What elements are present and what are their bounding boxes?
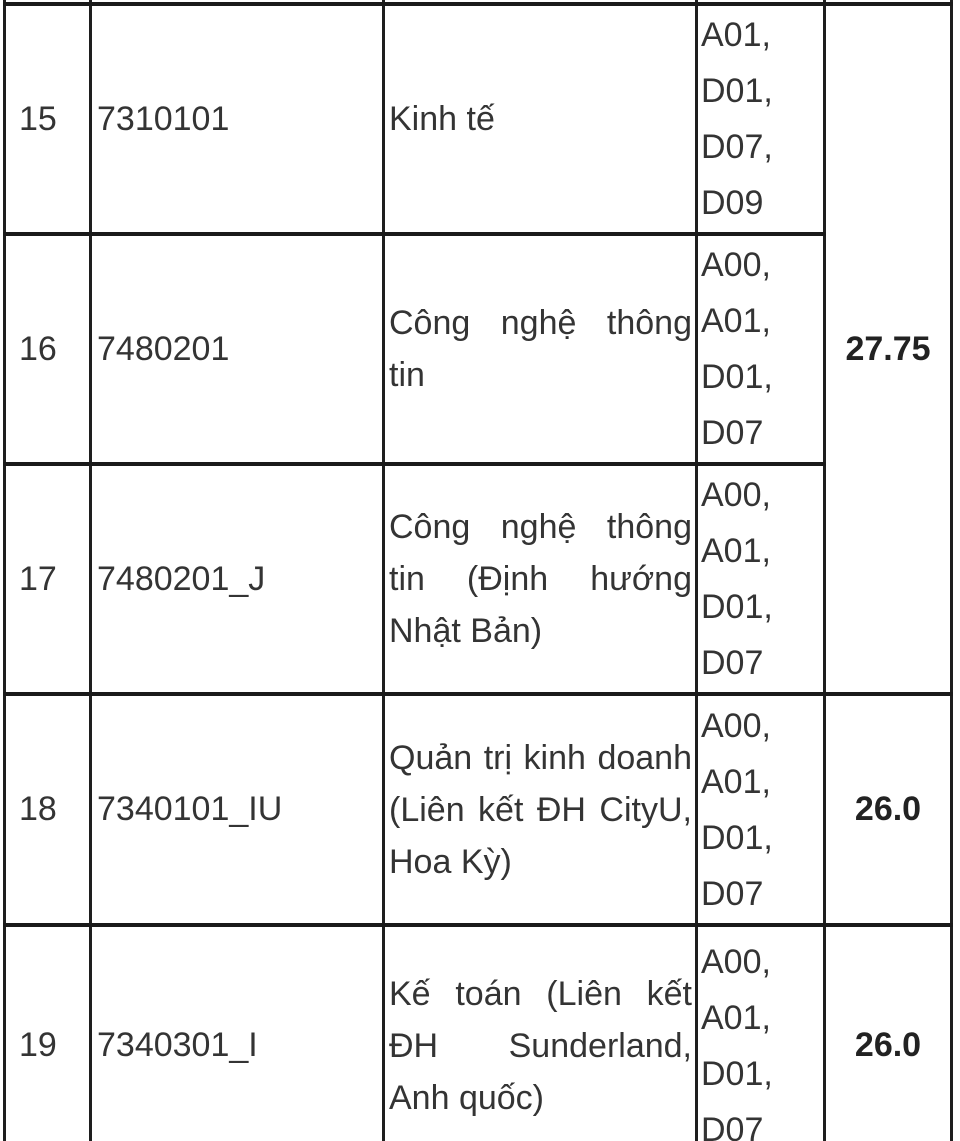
score-cell: 26.0 <box>823 925 953 1141</box>
combination-line: A01, <box>701 16 771 54</box>
exam-combination-cell: A00, A01, D01, D07 <box>695 234 826 466</box>
exam-combination-cell: A01, D01, D07, D09 <box>695 4 825 236</box>
table-row: 17 7480201_J Công nghệ thông tin (Định h… <box>3 464 952 696</box>
major-name-cell: Công nghệ thông tin <box>382 234 697 466</box>
admission-score-table: 15 7310101 Kinh tế A01, D01, D07, D09 27… <box>3 0 953 1141</box>
major-code-cell: 7310101 <box>89 4 384 236</box>
combination-line: A00, <box>701 706 771 745</box>
spacer-cell <box>89 0 384 6</box>
spacer-cell <box>382 0 697 6</box>
score-cell: 26.0 <box>823 694 953 927</box>
table-row: 15 7310101 Kinh tế A01, D01, D07, D09 27… <box>3 4 953 696</box>
table-row: 16 7480201 Công nghệ thông tin A00, A01,… <box>3 234 952 466</box>
combination-line: A00, <box>701 246 771 284</box>
combination-line: D07 <box>701 874 764 913</box>
row-number-cell: 18 <box>3 694 91 927</box>
spacer-cell <box>3 0 91 6</box>
combination-line: D07 <box>701 414 764 452</box>
major-name-cell: Công nghệ thông tin (Định hướng Nhật Bản… <box>382 464 697 696</box>
score-cell-merged: 27.75 <box>823 4 953 696</box>
combination-line: A01, <box>701 302 771 340</box>
combination-line: D01, <box>701 72 773 110</box>
major-name-cell: Kế toán (Liên kết ĐH Sunderland, Anh quố… <box>382 925 697 1141</box>
major-code-cell: 7340101_IU <box>89 694 384 927</box>
row-number-cell: 15 <box>3 4 91 236</box>
combination-line: A01, <box>701 998 771 1037</box>
combination-line: D01, <box>701 818 773 857</box>
major-name-cell: Kinh tế <box>382 4 697 236</box>
exam-combination-cell: A00, A01, D01, D07 <box>695 925 825 1141</box>
combination-line: D01, <box>701 1054 773 1093</box>
row-number-cell: 19 <box>3 925 91 1141</box>
table-row: 18 7340101_IU Quản trị kinh doanh (Liên … <box>3 694 953 927</box>
combination-line: A00, <box>701 476 771 514</box>
row-number-cell: 17 <box>3 464 91 696</box>
spacer-cell <box>823 0 953 6</box>
cut-off-previous-row <box>3 0 953 6</box>
major-code-cell: 7480201_J <box>89 464 384 696</box>
major-code-cell: 7480201 <box>89 234 384 466</box>
combination-line: A01, <box>701 532 771 570</box>
major-name-cell: Quản trị kinh doanh (Liên kết ĐH CityU, … <box>382 694 697 927</box>
combination-line: D07 <box>701 1110 764 1141</box>
combination-line: D09 <box>701 184 764 222</box>
combination-line: D07 <box>701 644 764 682</box>
spacer-cell <box>695 0 825 6</box>
combination-line: A00, <box>701 942 771 981</box>
combination-line: D07, <box>701 128 773 166</box>
combination-line: D01, <box>701 588 773 626</box>
row-number-cell: 16 <box>3 234 91 466</box>
table-row: 19 7340301_I Kế toán (Liên kết ĐH Sunder… <box>3 925 953 1141</box>
combination-line: D01, <box>701 358 773 396</box>
exam-combination-cell: A00, A01, D01, D07 <box>695 694 825 927</box>
exam-combination-cell: A00, A01, D01, D07 <box>695 464 826 696</box>
combination-line: A01, <box>701 762 771 801</box>
major-code-cell: 7340301_I <box>89 925 384 1141</box>
